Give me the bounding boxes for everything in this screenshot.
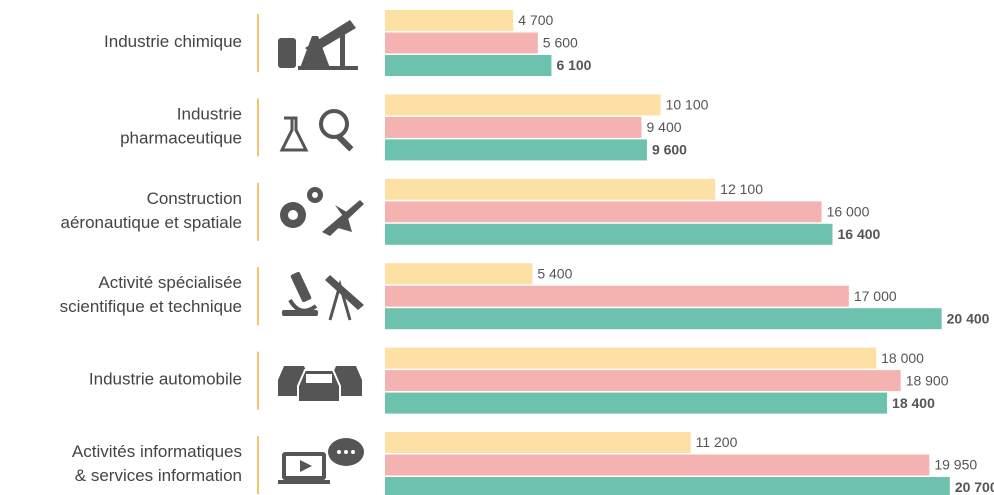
value-label: 16 400 [837,226,880,242]
chemistry-icon [278,20,358,70]
category-line: Industrie automobile [89,370,242,389]
icons [278,20,364,484]
category-line: Industrie [177,105,242,124]
value-label: 6 100 [556,57,591,73]
bar [385,32,538,54]
value-label: 9 600 [652,142,687,158]
category-line: & services information [75,466,242,485]
bar [385,201,822,223]
bar [385,370,901,392]
category-line: aéronautique et spatiale [61,213,242,232]
bar [385,477,950,495]
bar [385,178,716,200]
it-icon [278,438,364,484]
value-label: 18 900 [906,372,949,388]
bar [385,223,833,245]
value-label: 5 600 [543,35,578,51]
value-label: 5 400 [537,265,572,281]
value-label: 19 950 [934,457,977,473]
science-icon [282,271,364,321]
value-label: 12 100 [720,181,763,197]
aero-icon [280,187,364,236]
category-line: Activités informatiques [72,442,242,461]
value-label: 18 000 [881,350,924,366]
category-line: Industrie chimique [104,32,242,51]
value-label: 9 400 [646,119,681,135]
value-label: 10 100 [666,97,709,113]
category-label: Activités informatiques & services inform… [72,442,242,485]
value-label: 20 700 [955,479,994,495]
category-label: Industrie pharmaceutique [120,105,242,148]
category-line: Construction [147,189,242,208]
bar [385,139,647,161]
bar [385,432,691,453]
category-label: Activité spécialisée scientifique et tech… [60,274,242,317]
bar [385,10,514,31]
bar [385,347,877,369]
value-label: 17 000 [854,288,897,304]
value-label: 16 000 [827,204,870,220]
bar [385,263,533,285]
bar [385,308,942,330]
category-line: Activité spécialisée [98,274,242,293]
value-label: 11 200 [696,434,738,450]
pharma-icon [279,109,354,152]
category-label: Construction aéronautique et spatiale [61,189,242,232]
cars-icon [278,366,362,403]
value-label: 4 700 [518,12,553,28]
bar [385,285,849,307]
bar [385,392,888,414]
bar [385,55,552,76]
value-label: 18 400 [892,395,935,411]
value-label: 20 400 [947,310,990,326]
category-line: scientifique et technique [60,298,242,317]
bar [385,454,930,476]
category-line: pharmaceutique [120,129,242,148]
bar [385,116,642,138]
bar [385,94,661,116]
category-label: Industrie chimique [104,32,242,51]
category-label: Industrie automobile [89,370,242,389]
